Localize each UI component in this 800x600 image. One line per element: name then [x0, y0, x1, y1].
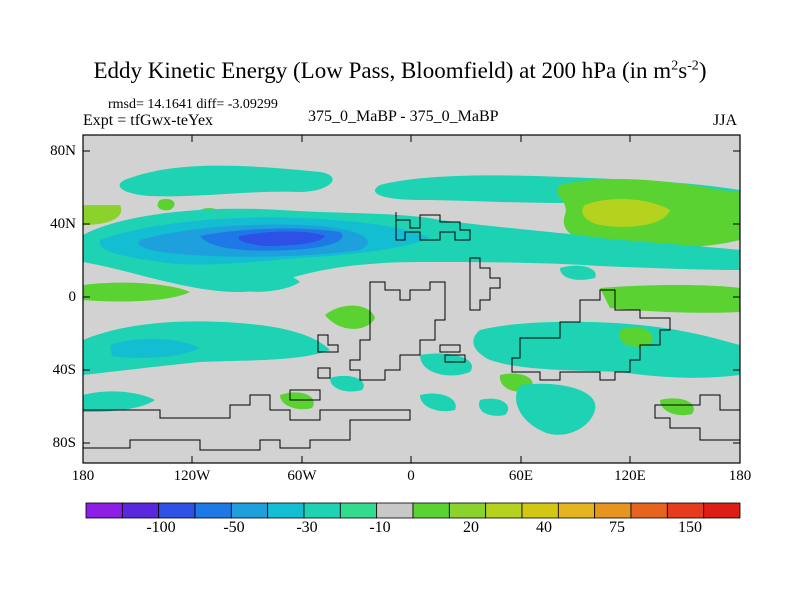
y-ticks: [83, 150, 740, 444]
x-tick-label: 0: [407, 468, 415, 484]
contour-yellow-north: [582, 198, 670, 227]
x-tick-label: 60E: [508, 468, 534, 484]
x-tick-label: 60W: [287, 468, 317, 484]
y-tick-label: 80N: [50, 143, 76, 159]
contour-cyan-south4: [516, 383, 596, 435]
contour-green-south-band: [83, 282, 190, 302]
colorbar-swatch: [85, 502, 123, 519]
colorbar-swatch: [158, 502, 196, 519]
coast-eurasia-north: [395, 212, 471, 241]
coast-caribbean: [439, 344, 466, 363]
contour-cyan-near-equator: [230, 271, 300, 292]
experiment-label: Expt = tfGwx-teYex: [83, 112, 214, 129]
contour-teal-south: [110, 338, 200, 358]
colorbar: [85, 502, 741, 519]
contour-green-small2: [157, 198, 175, 211]
experiment-diff-label: 375_0_MaBP - 375_0_MaBP: [308, 108, 499, 125]
contour-cyan-sw: [83, 391, 155, 412]
contour-green-south5: [660, 398, 694, 416]
colorbar-swatch: [412, 502, 450, 519]
y-tick-label: 40N: [50, 216, 76, 232]
contour-cyan-south2: [473, 321, 740, 378]
colorbar-swatch: [339, 502, 378, 519]
contour-cyan-south5: [330, 375, 364, 392]
colorbar-swatch: [448, 502, 487, 519]
colorbar-label: -10: [369, 519, 391, 536]
contour-cyan-s-lower: [420, 393, 456, 412]
colorbar-label: 150: [678, 519, 702, 536]
y-tick-label: 40S: [52, 362, 76, 378]
colorbar-swatch: [485, 502, 523, 519]
colorbar-label: -30: [296, 519, 318, 536]
colorbar-swatch: [230, 502, 269, 519]
colorbar-label: 20: [463, 519, 479, 536]
colorbar-swatch: [557, 502, 596, 519]
coast-west-south: [289, 334, 339, 401]
season-label: JJA: [713, 112, 738, 129]
colorbar-label: -100: [146, 519, 176, 536]
colorbar-swatch: [703, 502, 741, 519]
contour-cyan-e3: [560, 265, 596, 280]
colorbar-label: -50: [223, 519, 245, 536]
contour-cyan-south: [83, 321, 330, 375]
colorbar-label: 75: [609, 519, 625, 536]
coast-africa-e: [469, 257, 501, 311]
contour-darkblue-core: [238, 231, 325, 246]
x-tick-label: 180: [71, 468, 95, 484]
colorbar-swatch: [267, 502, 305, 519]
colorbar-swatch: [376, 502, 414, 519]
plot-title: Eddy Kinetic Energy (Low Pass, Bloomfiel…: [93, 58, 707, 83]
contour-yellowgreen-nw: [83, 205, 122, 225]
x-tick-label: 120E: [614, 468, 646, 484]
y-tick-label: 80S: [52, 435, 76, 451]
colorbar-swatch: [630, 502, 668, 519]
contour-cyan-north: [119, 165, 333, 197]
colorbar-swatch: [303, 502, 341, 519]
coast-americas: [349, 281, 446, 381]
contour-green-e1: [600, 285, 740, 313]
coast-antarctica: [83, 394, 411, 451]
coast-antarctica-east: [654, 394, 740, 441]
contour-green-south4: [280, 392, 314, 410]
colorbar-swatch: [121, 502, 160, 519]
coastlines: [83, 212, 740, 451]
eke-contours: [83, 165, 740, 435]
colorbar-swatch: [194, 502, 232, 519]
colorbar-swatch: [521, 502, 559, 519]
contour-green-e2: [325, 305, 375, 329]
contour-green-south3: [619, 327, 653, 347]
contour-cyan-south3: [420, 353, 472, 376]
contour-cyan-south6: [479, 398, 509, 416]
rmsd-label: rmsd= 14.1641 diff= -3.09299: [108, 97, 278, 112]
coast-australasia: [511, 289, 671, 381]
x-ticks: [191, 135, 631, 463]
y-tick-label: 0: [68, 289, 77, 305]
x-tick-label: 120W: [173, 468, 211, 484]
colorbar-swatch: [666, 502, 705, 519]
colorbar-label: 40: [536, 519, 552, 536]
colorbar-swatch: [594, 502, 632, 519]
x-tick-label: 180: [728, 468, 752, 484]
